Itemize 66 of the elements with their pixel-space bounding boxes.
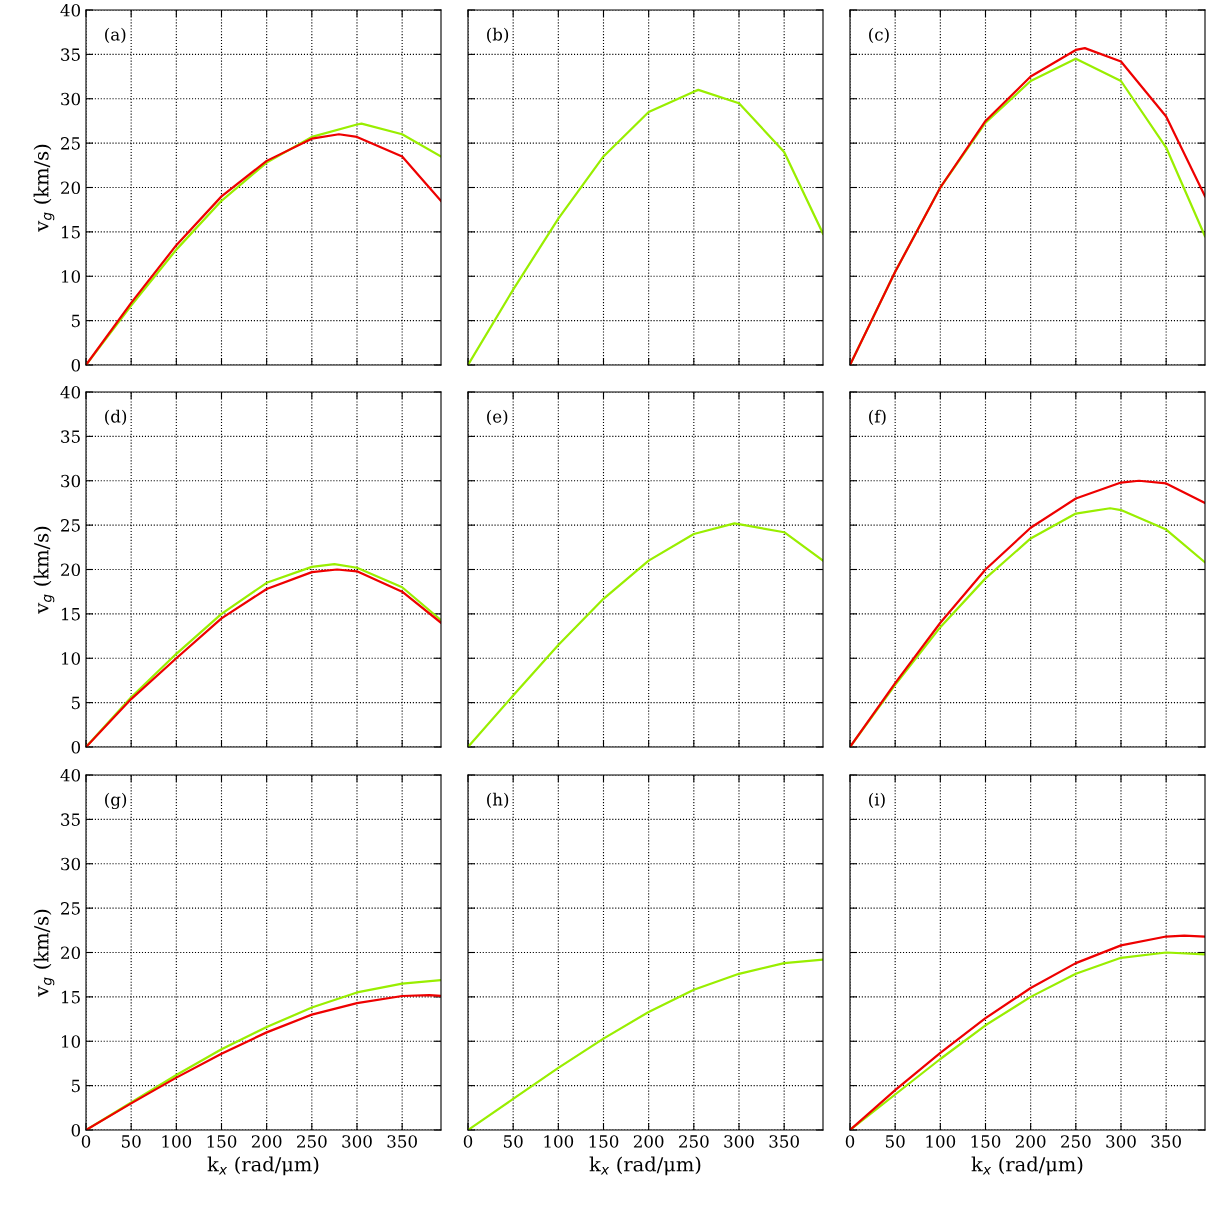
y-tick-label: 30 [61, 474, 81, 488]
y-axis-title: v$_{g}$ (km/s) [33, 526, 55, 614]
x-tick-label: 350 [387, 1135, 417, 1148]
y-tick-label: 25 [61, 137, 80, 150]
x-tick-label: 150 [207, 1135, 237, 1148]
x-tick-label: 150 [971, 1135, 1001, 1148]
annotation: (e) [487, 409, 508, 426]
y-axis-title: v$_{g}$ (km/s) [33, 909, 55, 997]
y-tick-label: 15 [61, 607, 80, 621]
annotation: (h) [487, 792, 509, 809]
annotation: (f) [869, 409, 886, 426]
x-axis-title: k$_{x}$ (rad/μm) [971, 1156, 1083, 1176]
y-tick-label: 10 [61, 652, 81, 665]
y-tick-label: 0 [71, 740, 81, 754]
y-tick-label: 40 [60, 768, 81, 782]
y-tick-label: 5 [71, 314, 80, 328]
x-tick-label: 50 [121, 1135, 141, 1148]
x-tick-label: 50 [503, 1135, 523, 1148]
y-tick-label: 40 [60, 385, 81, 399]
y-tick-label: 15 [61, 225, 80, 239]
y-tick-label: 5 [71, 1079, 80, 1093]
y-tick-label: 30 [61, 857, 81, 871]
y-tick-label: 35 [61, 813, 80, 826]
x-tick-label: 300 [1106, 1135, 1136, 1148]
annotation: (d) [105, 409, 127, 426]
y-tick-label: 25 [61, 519, 80, 532]
annotation: (b) [487, 27, 509, 44]
y-tick-label: 35 [61, 430, 80, 443]
y-tick-label: 0 [71, 1123, 81, 1137]
y-tick-label: 25 [61, 902, 80, 915]
x-tick-label: 200 [633, 1135, 664, 1148]
x-tick-label: 300 [342, 1135, 372, 1148]
y-tick-label: 0 [71, 358, 81, 372]
x-tick-label: 0 [845, 1135, 855, 1148]
x-axis-title: k$_{x}$ (rad/μm) [589, 1156, 701, 1176]
y-tick-label: 20 [61, 181, 81, 195]
x-tick-label: 0 [81, 1135, 91, 1148]
x-tick-label: 200 [1015, 1135, 1046, 1148]
y-tick-label: 20 [61, 946, 81, 960]
y-axis-title: v$_{g}$ (km/s) [33, 144, 55, 232]
y-tick-label: 35 [61, 48, 80, 61]
x-tick-label: 150 [589, 1135, 619, 1148]
x-tick-label: 250 [1061, 1135, 1091, 1148]
y-tick-label: 40 [60, 3, 81, 17]
x-tick-label: 50 [885, 1135, 905, 1148]
annotation: (a) [105, 27, 126, 44]
y-tick-label: 10 [61, 1035, 81, 1048]
y-tick-label: 10 [61, 270, 81, 283]
x-axis-title: k$_{x}$ (rad/μm) [207, 1156, 319, 1176]
x-tick-label: 200 [251, 1135, 282, 1148]
x-tick-label: 350 [769, 1135, 799, 1148]
x-tick-label: 300 [724, 1135, 754, 1148]
x-tick-label: 0 [463, 1135, 473, 1148]
annotation: (g) [105, 792, 127, 810]
x-tick-label: 250 [297, 1135, 327, 1148]
y-tick-label: 30 [61, 92, 81, 106]
annotation: (c) [869, 27, 889, 44]
x-tick-label: 100 [544, 1135, 574, 1148]
x-tick-label: 100 [926, 1135, 956, 1148]
x-tick-label: 350 [1151, 1135, 1181, 1148]
x-tick-label: 100 [162, 1135, 192, 1148]
x-tick-label: 250 [679, 1135, 709, 1148]
annotation: (i) [869, 792, 885, 809]
y-tick-label: 5 [71, 696, 80, 710]
y-tick-label: 15 [61, 990, 80, 1004]
y-tick-label: 20 [61, 563, 81, 577]
